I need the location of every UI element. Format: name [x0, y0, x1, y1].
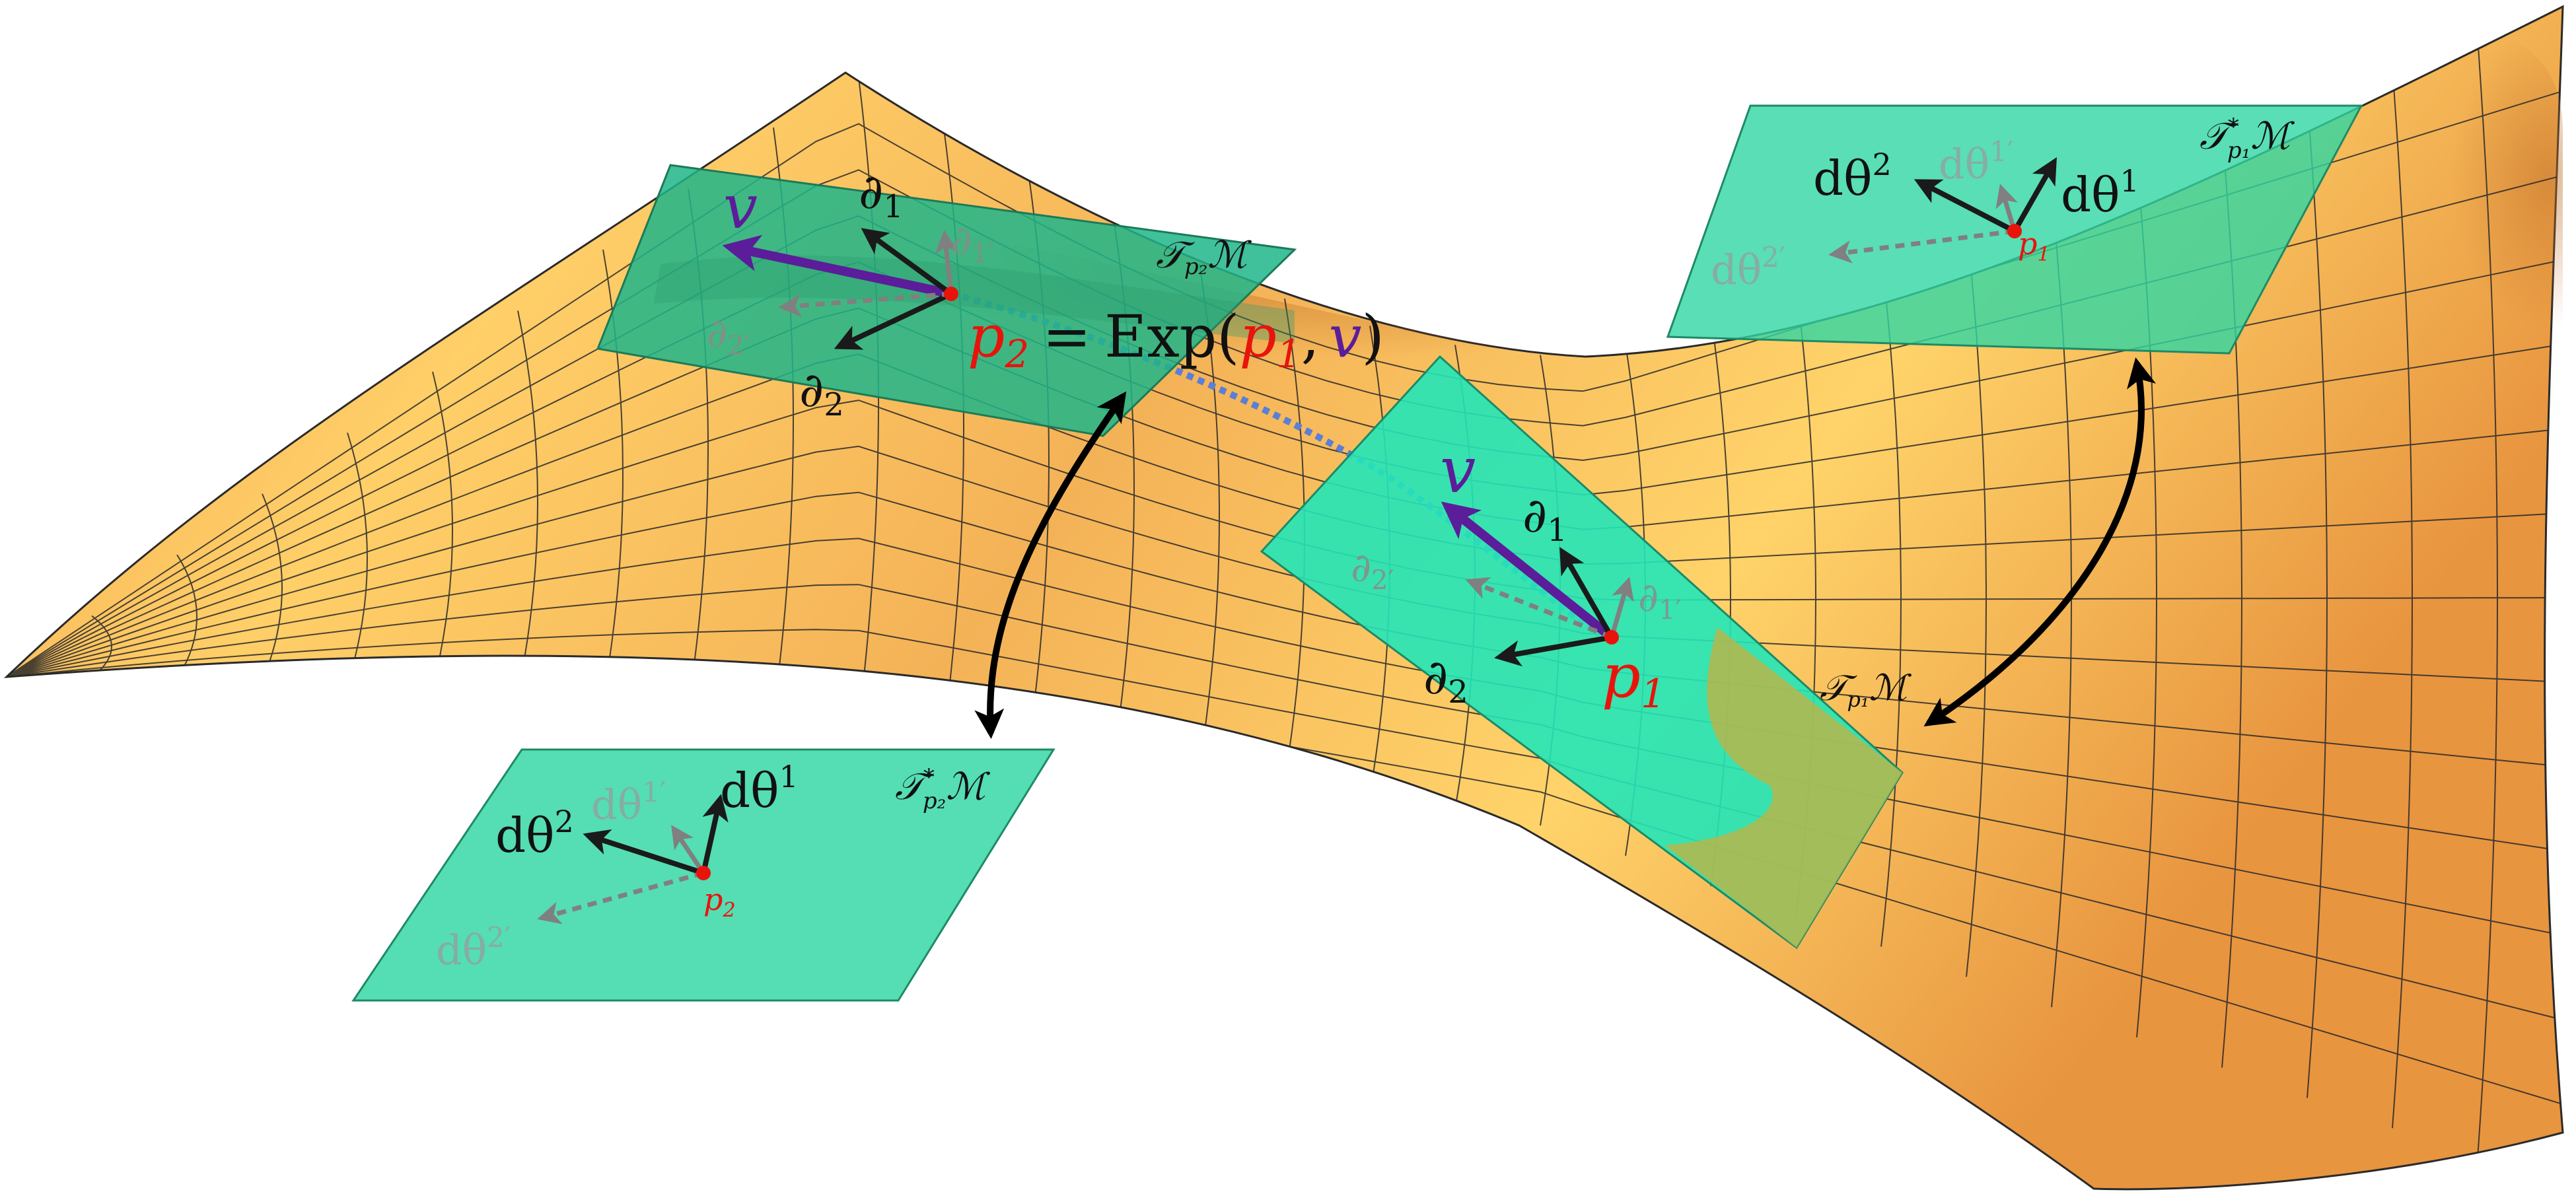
label-dtheta2-p1: dθ2	[1813, 147, 1892, 206]
dtheta1-arrow-p2	[701, 794, 729, 874]
d2-arrow-bottom	[1494, 635, 1612, 667]
basis-arrows-p1	[1441, 501, 1634, 667]
covector-arrows-p1	[1828, 157, 2057, 263]
label-d1p-bottom: ∂1′	[1638, 575, 1682, 625]
duality-arrow-right	[1923, 357, 2157, 726]
label-dtheta2p-p1: dθ2′	[1711, 241, 1785, 294]
surface-grid-line	[262, 493, 283, 682]
label-cotangent-space-p2: 𝒯* p₂ℳ	[895, 764, 990, 814]
surface-grid-line	[7, 538, 2563, 852]
label-v-bottom: v	[1440, 433, 1476, 507]
vector-v-arrow-top	[722, 234, 952, 298]
d1-arrow-top	[861, 228, 953, 297]
label-v-top: v	[723, 172, 758, 242]
duality-arrow-left	[974, 391, 1127, 739]
surface-grid-line	[1199, 263, 1220, 767]
dtheta2p-arrow-p2	[537, 870, 704, 925]
point-p1-small	[2007, 224, 2022, 238]
label-d2p-bottom: ∂2′	[1351, 545, 1394, 596]
tangent-plane-p2	[596, 164, 1297, 437]
label-dtheta2p-p2: dθ2′	[436, 921, 511, 974]
dtheta2-arrow-p2	[583, 829, 705, 876]
point-p2	[944, 287, 958, 301]
surface-grid-line	[176, 554, 197, 680]
label-dtheta1p-p2: dθ1′	[591, 776, 666, 829]
surface-grid-line	[432, 371, 453, 689]
d1p-arrow-top	[935, 230, 958, 295]
label-d2-bottom: ∂2	[1423, 649, 1468, 711]
vector-v-arrow-bottom	[1441, 501, 1615, 641]
point-p1	[1604, 630, 1619, 645]
surface-grid-line	[7, 584, 2563, 936]
label-dtheta1-p1: dθ1	[2061, 163, 2139, 223]
label-d1p-top: ∂1′	[951, 218, 995, 269]
basis-arrows-p2	[722, 228, 958, 350]
dtheta2-arrow-p1	[1914, 179, 2016, 234]
d1p-arrow-bottom	[1609, 577, 1634, 638]
label-d1-top: ∂1	[859, 164, 904, 225]
label-d2-top: ∂2	[799, 362, 844, 423]
surface-grid-line	[517, 310, 538, 694]
dtheta1p-arrow-p1	[1995, 184, 2018, 232]
surface-grid-line	[347, 433, 368, 685]
label-d1-bottom: ∂1	[1522, 487, 1567, 549]
label-p2-small: p2	[703, 882, 736, 922]
d2-arrow-top	[834, 291, 952, 350]
d1-arrow-bottom	[1559, 547, 1614, 639]
point-p2-small	[696, 866, 711, 880]
label-cotangent-space-p1: 𝒯* p₁ℳ	[2200, 114, 2295, 164]
surface-grid-line	[7, 629, 2563, 1021]
label-p1-main: p1	[1602, 641, 1666, 717]
label-tangent-space-p2: 𝒯p₂ℳ	[1156, 234, 1252, 280]
label-dtheta1p-p1: dθ1′	[1939, 135, 2013, 188]
label-p1-small: p1	[2018, 226, 2050, 266]
label-d2p-top: ∂2′	[707, 310, 750, 361]
label-exp-map: p2 = Exp(p1, v)	[968, 302, 1384, 376]
dtheta1p-arrow-p2	[671, 825, 705, 874]
d2p-arrow-bottom	[1465, 577, 1613, 640]
label-dtheta1-p2: dθ1	[720, 759, 799, 818]
d2p-arrow-top	[778, 291, 952, 318]
dtheta1-arrow-p1	[2012, 157, 2057, 232]
label-dtheta2-p2: dθ2	[495, 804, 574, 863]
tangent-plane-p1	[1260, 355, 1904, 950]
surface-grid-line	[858, 77, 879, 723]
covector-arrows-p2	[537, 794, 729, 925]
